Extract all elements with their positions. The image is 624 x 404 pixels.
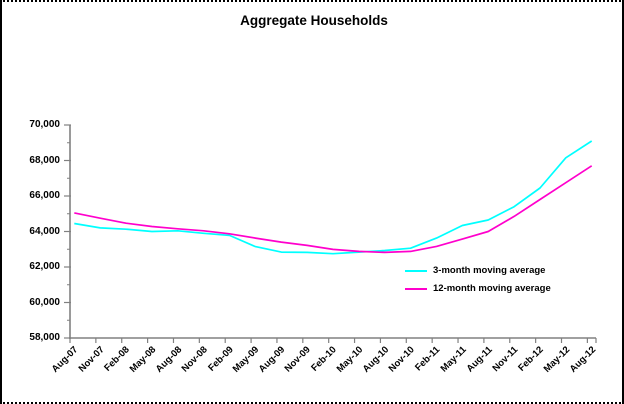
y-tick-label: 58,000: [29, 332, 60, 343]
legend-swatch-12-month: [405, 287, 427, 290]
series-line-3-month: [74, 140, 593, 255]
y-tick-label: 60,000: [29, 296, 60, 308]
y-tick-label: 70,000: [29, 119, 60, 130]
legend-item-3-month: 3-month moving average: [405, 264, 551, 277]
series-line-12-month: [74, 165, 593, 254]
legend-swatch-3-month: [405, 269, 427, 272]
y-tick-label: 66,000: [29, 190, 60, 201]
legend: 3-month moving average 12-month moving a…: [405, 264, 551, 295]
y-tick-label: 68,000: [29, 154, 60, 166]
chart-title: Aggregate Households: [240, 13, 388, 28]
legend-label-3-month: 3-month moving average: [433, 265, 546, 276]
y-tick-label: 62,000: [29, 261, 60, 272]
legend-item-12-month: 12-month moving average: [405, 282, 551, 295]
y-tick-label: 64,000: [29, 225, 60, 237]
legend-label-12-month: 12-month moving average: [433, 283, 551, 294]
